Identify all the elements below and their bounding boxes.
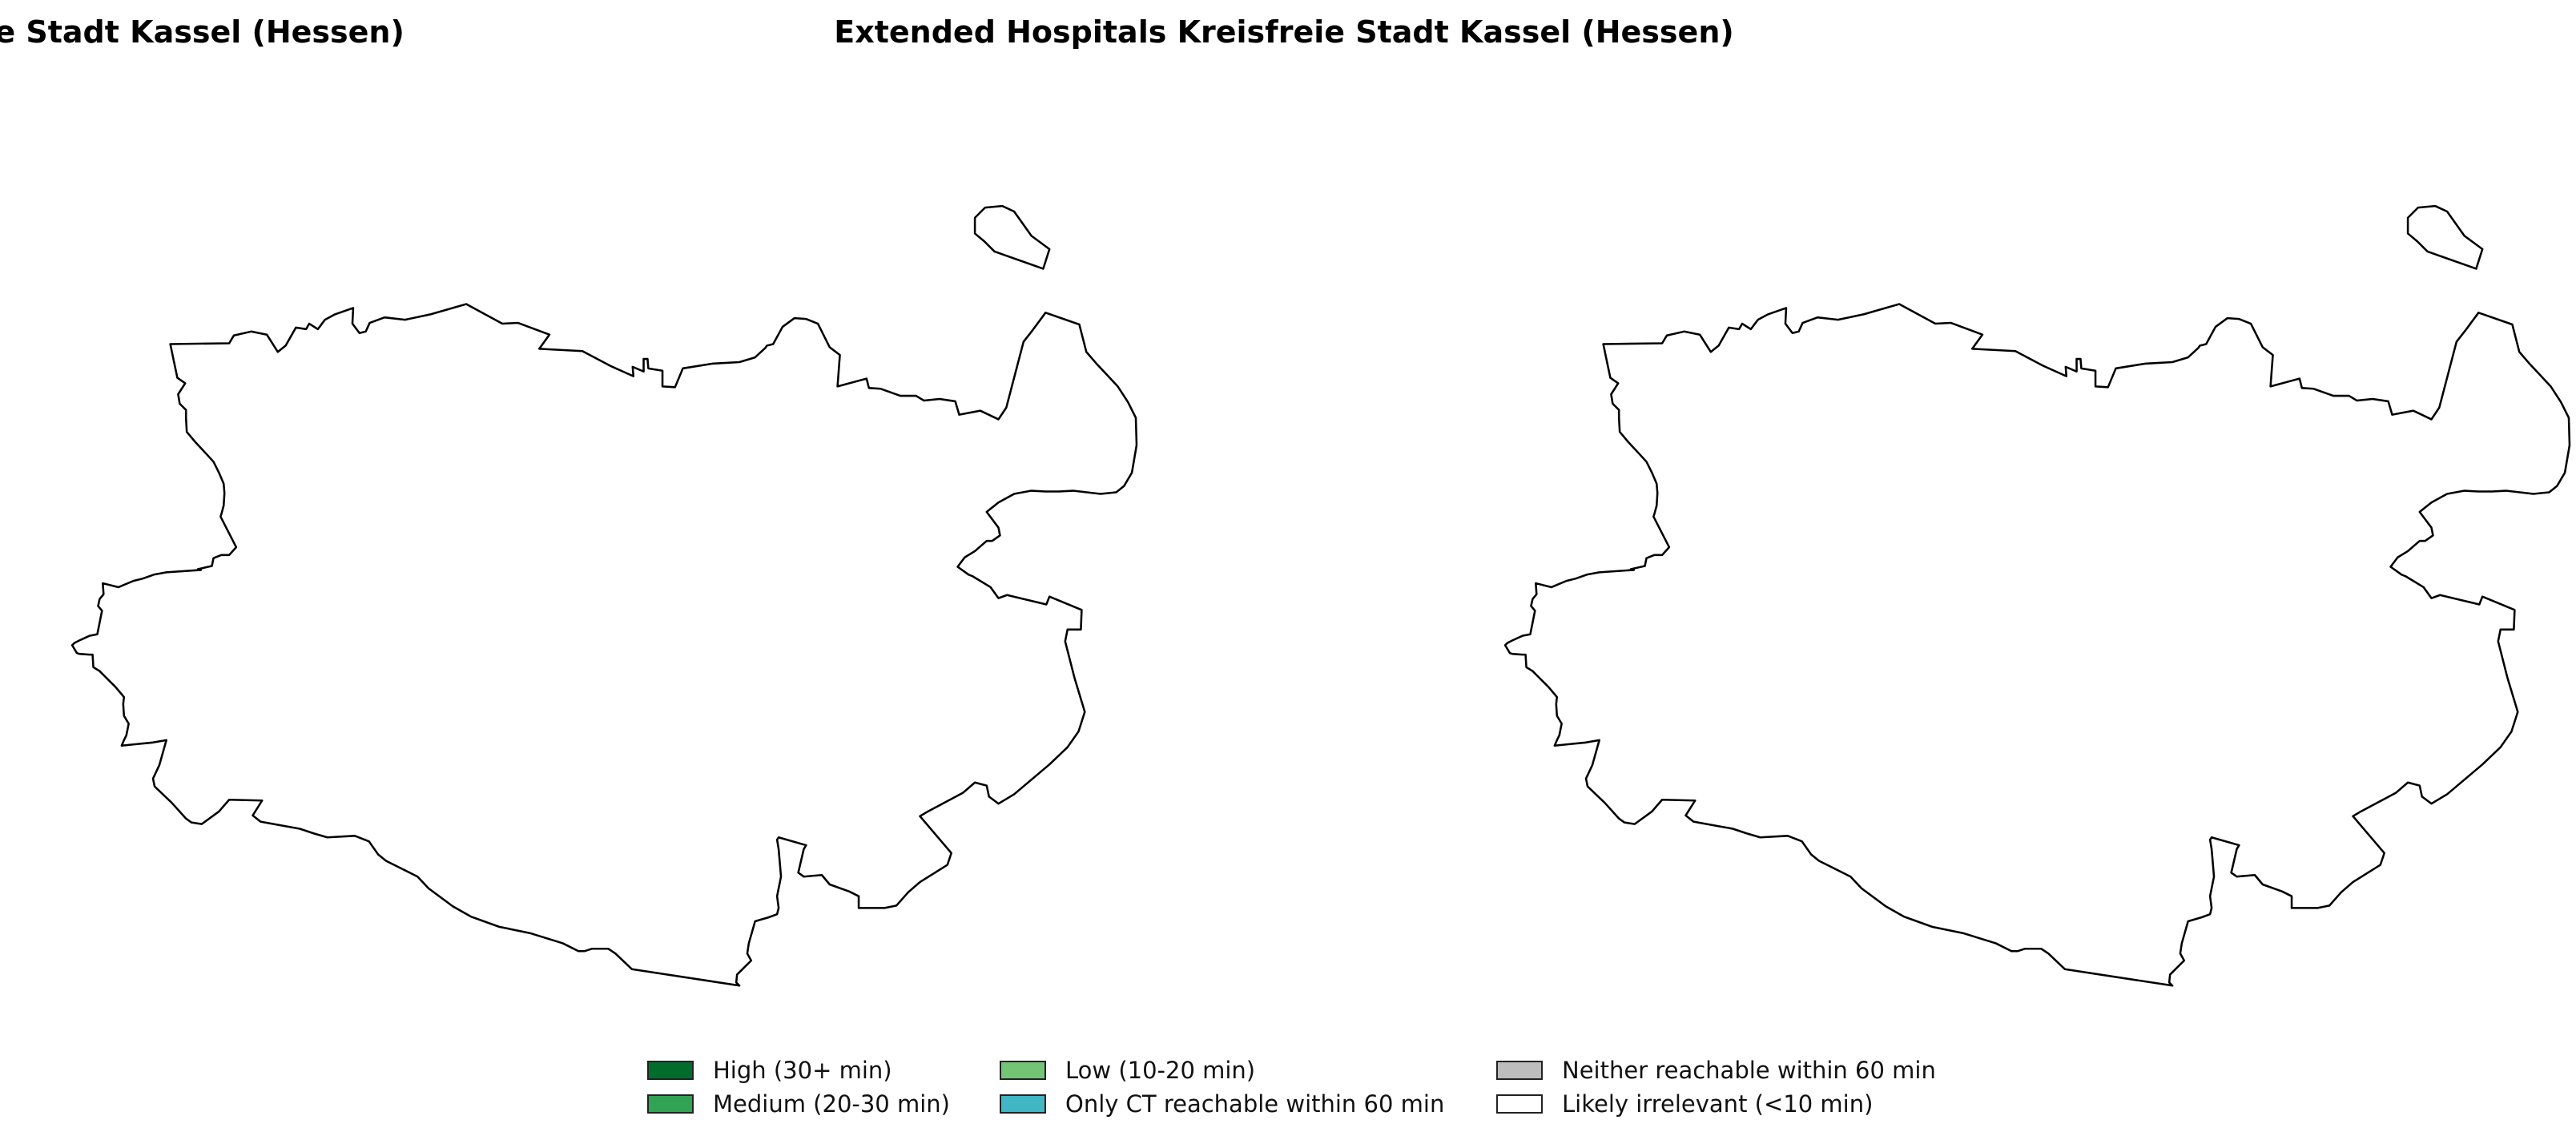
map-title: Certified Stroke Units Kreisfreie Stadt … — [0, 14, 405, 50]
map-panel-extended-hospitals: Extended Hospitals Kreisfreie Stadt Kass… — [834, 0, 2576, 1041]
legend-label: Neither reachable within 60 min — [1562, 1057, 1936, 1084]
legend-swatch — [1000, 1094, 1046, 1114]
map-title: Extended Hospitals Kreisfreie Stadt Kass… — [834, 14, 1734, 50]
legend-swatch — [647, 1061, 694, 1080]
legend-swatch — [1496, 1061, 1543, 1080]
legend-item-only-ct: Only CT reachable within 60 min — [1000, 1088, 1444, 1120]
legend-item-low: Low (10-20 min) — [1000, 1054, 1255, 1086]
legend-item-irrelevant: Likely irrelevant (<10 min) — [1496, 1088, 1873, 1120]
legend-label: Low (10-20 min) — [1065, 1057, 1256, 1084]
legend: High (30+ min) Medium (20-30 min) Low (1… — [647, 1054, 2009, 1126]
legend-item-high: High (30+ min) — [647, 1054, 892, 1086]
legend-item-neither: Neither reachable within 60 min — [1496, 1054, 1936, 1086]
legend-label: High (30+ min) — [713, 1057, 892, 1084]
legend-label: Medium (20-30 min) — [713, 1090, 950, 1118]
legend-item-medium: Medium (20-30 min) — [647, 1088, 950, 1120]
map-panel-stroke-units: Certified Stroke Units Kreisfreie Stadt … — [0, 0, 1288, 1041]
legend-label: Only CT reachable within 60 min — [1065, 1090, 1445, 1118]
legend-swatch — [647, 1094, 694, 1114]
legend-label: Likely irrelevant (<10 min) — [1562, 1090, 1874, 1118]
legend-swatch — [1496, 1094, 1543, 1114]
legend-swatch — [1000, 1061, 1046, 1080]
